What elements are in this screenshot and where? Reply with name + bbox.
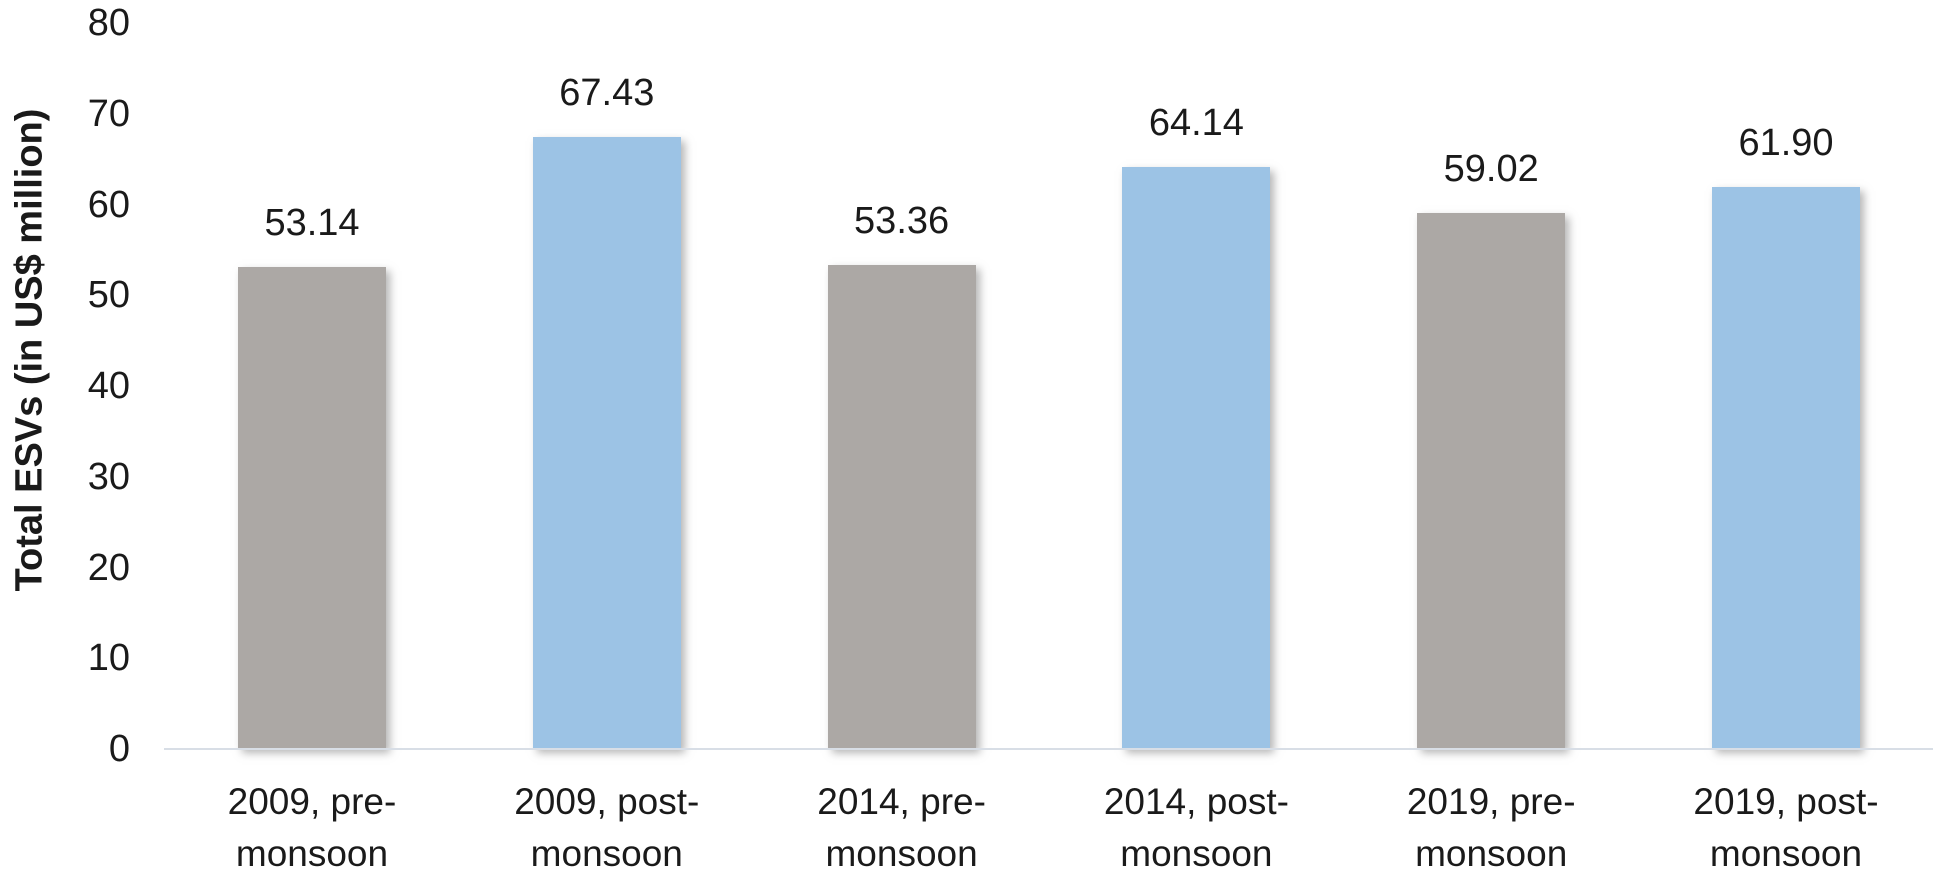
y-tick-label-70: 70 — [87, 92, 130, 135]
value-label-2019-post-monsoon: 61.90 — [1738, 122, 1834, 165]
category-label-2019-pre-monsoon: 2019, pre-monsoon — [1344, 776, 1639, 880]
category-label-line: monsoon — [530, 833, 683, 874]
bar-2009-post-monsoon — [532, 137, 681, 749]
y-tick-label-60: 60 — [87, 183, 130, 226]
value-label-2009-pre-monsoon: 53.14 — [264, 201, 360, 244]
value-label-2009-post-monsoon: 67.43 — [559, 72, 655, 115]
category-label-2019-post-monsoon: 2019, post-monsoon — [1639, 776, 1934, 880]
bar-2014-pre-monsoon — [827, 264, 976, 749]
bar-2019-pre-monsoon — [1417, 213, 1566, 749]
category-label-line: monsoon — [1709, 833, 1863, 874]
y-tick-label-50: 50 — [87, 274, 130, 317]
category-label-2014-post-monsoon: 2014, post-monsoon — [1049, 776, 1344, 880]
value-label-2019-pre-monsoon: 59.02 — [1443, 148, 1539, 191]
category-label-line: monsoon — [1120, 833, 1273, 874]
category-label-line: monsoon — [825, 833, 978, 874]
value-label-2014-pre-monsoon: 53.36 — [854, 199, 950, 242]
category-label-2009-post-monsoon: 2009, post-monsoon — [459, 776, 754, 880]
category-label-line: 2009, post- — [514, 781, 700, 822]
y-tick-label-30: 30 — [87, 455, 130, 498]
value-label-2014-post-monsoon: 64.14 — [1148, 101, 1244, 144]
y-axis-title: Total ESVs (in US$ million) — [8, 108, 51, 592]
y-tick-label-40: 40 — [87, 365, 130, 407]
category-label-2014-pre-monsoon: 2014, pre-monsoon — [754, 776, 1049, 880]
category-label-line: monsoon — [235, 833, 389, 874]
category-label-line: 2009, pre- — [227, 781, 397, 822]
y-tick-label-10: 10 — [87, 637, 130, 680]
category-label-line: 2019, post- — [1693, 781, 1879, 822]
y-tick-label-0: 0 — [108, 728, 130, 770]
y-tick-label-20: 20 — [87, 546, 130, 589]
x-axis-line — [164, 748, 1933, 750]
y-tick-label-80: 80 — [87, 2, 130, 44]
bar-2014-post-monsoon — [1122, 166, 1271, 749]
category-label-line: 2014, pre- — [817, 781, 986, 822]
category-label-line: 2014, post- — [1103, 781, 1289, 822]
bar-2019-post-monsoon — [1712, 187, 1860, 749]
bar-2009-pre-monsoon — [238, 266, 386, 749]
category-label-line: monsoon — [1415, 833, 1568, 874]
category-label-line: 2019, pre- — [1406, 781, 1576, 822]
category-label-2009-pre-monsoon: 2009, pre-monsoon — [165, 776, 460, 880]
